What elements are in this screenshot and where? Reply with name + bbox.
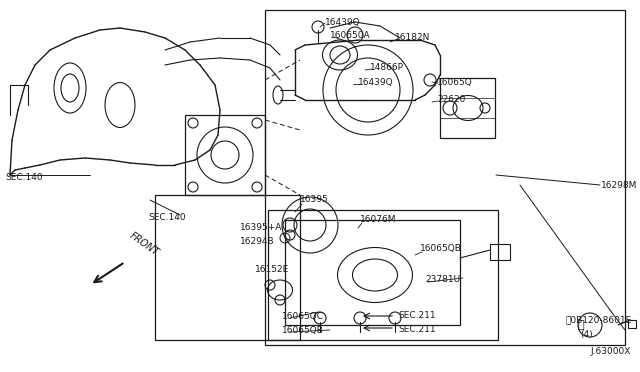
Text: 16065QB: 16065QB bbox=[420, 244, 462, 253]
Bar bbox=[155, 195, 300, 340]
Text: 16439Q: 16439Q bbox=[325, 17, 360, 26]
Bar bbox=[285, 220, 460, 325]
Text: SEC.140: SEC.140 bbox=[148, 214, 186, 222]
Text: 16065QC: 16065QC bbox=[282, 311, 324, 321]
Text: 16395+A: 16395+A bbox=[240, 224, 282, 232]
Text: 16395: 16395 bbox=[300, 196, 329, 205]
Bar bbox=[628, 320, 636, 328]
Text: 16065QB: 16065QB bbox=[282, 326, 324, 334]
Bar bbox=[268, 210, 498, 340]
Bar bbox=[440, 78, 495, 138]
Text: SEC.211: SEC.211 bbox=[398, 311, 436, 321]
Text: 16182N: 16182N bbox=[395, 33, 430, 42]
Bar bbox=[265, 10, 625, 345]
Bar bbox=[490, 244, 510, 260]
Text: 16076M: 16076M bbox=[360, 215, 397, 224]
Text: 16152E: 16152E bbox=[255, 266, 289, 275]
Bar bbox=[185, 115, 265, 195]
Text: 16065Q: 16065Q bbox=[437, 78, 473, 87]
Text: 16439Q: 16439Q bbox=[358, 78, 394, 87]
Text: Ⓑ: Ⓑ bbox=[578, 320, 584, 330]
Text: FRONT: FRONT bbox=[128, 231, 161, 258]
Text: SEC.211: SEC.211 bbox=[398, 326, 436, 334]
Text: (4): (4) bbox=[580, 330, 593, 340]
Text: Ⓑ0B120-8601E: Ⓑ0B120-8601E bbox=[565, 315, 631, 324]
Text: SEC.140: SEC.140 bbox=[5, 173, 43, 183]
Text: J.63000X: J.63000X bbox=[590, 347, 630, 356]
Text: 160650A: 160650A bbox=[330, 32, 371, 41]
Text: 16294B: 16294B bbox=[240, 237, 275, 247]
Text: 23781U: 23781U bbox=[425, 276, 460, 285]
Text: 22620: 22620 bbox=[437, 96, 465, 105]
Text: 14866P: 14866P bbox=[370, 64, 404, 73]
Text: 16298M: 16298M bbox=[601, 180, 637, 189]
